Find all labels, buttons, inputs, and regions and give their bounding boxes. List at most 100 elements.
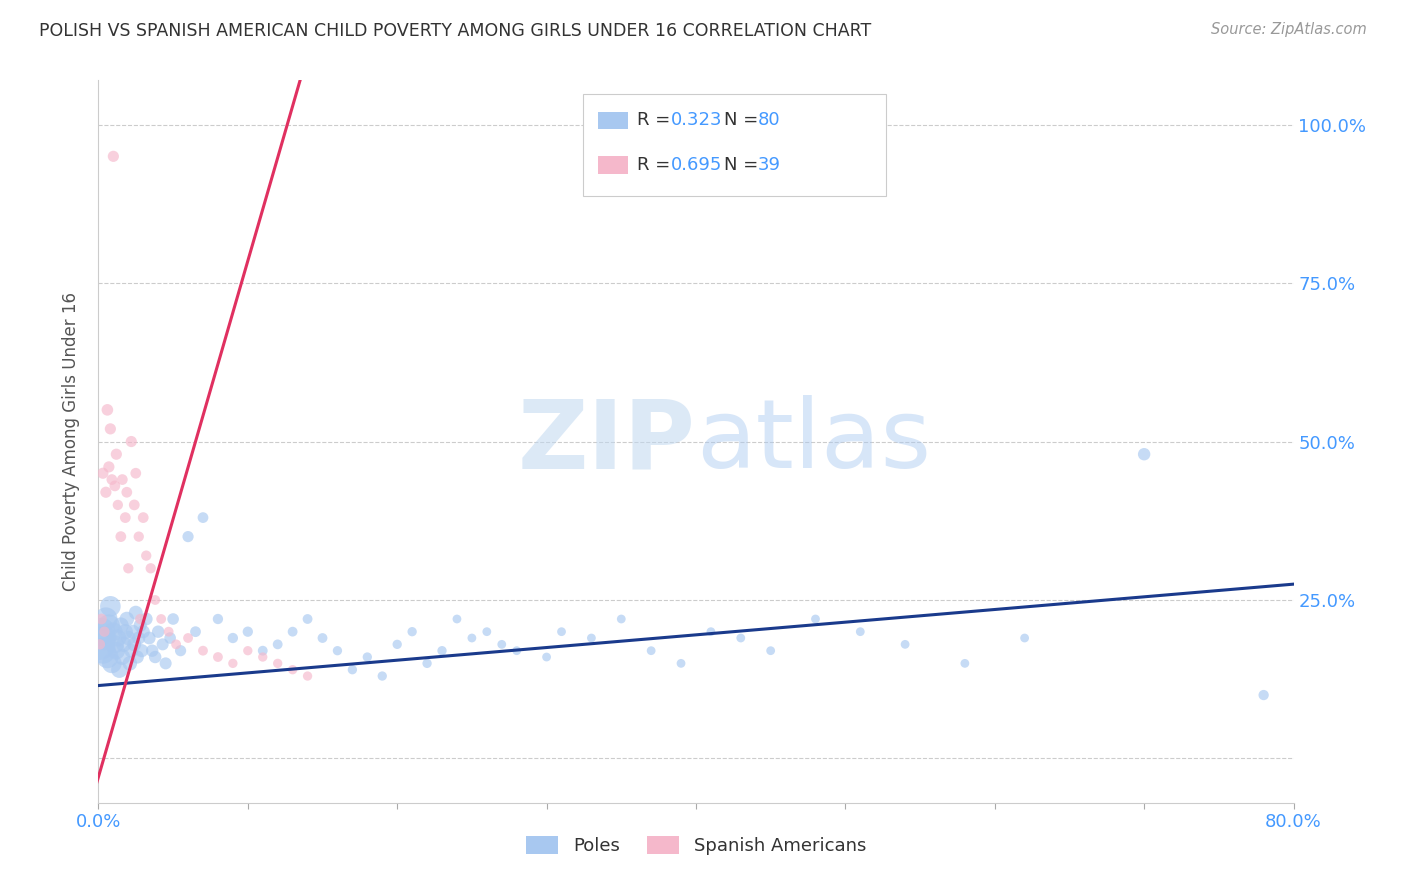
- Point: [267, 657, 290, 671]
- Point: [236, 624, 259, 639]
- Point: [89, 637, 111, 651]
- Point: [141, 643, 163, 657]
- Point: [581, 631, 603, 645]
- Point: [139, 561, 162, 575]
- Point: [155, 657, 177, 671]
- Point: [297, 669, 319, 683]
- Point: [125, 606, 148, 620]
- Point: [1253, 688, 1275, 702]
- Point: [108, 663, 131, 677]
- Text: 0.323: 0.323: [671, 112, 723, 129]
- Point: [207, 612, 229, 626]
- Point: [416, 657, 439, 671]
- Point: [491, 637, 513, 651]
- Text: R =: R =: [637, 156, 676, 174]
- Point: [894, 637, 917, 651]
- Point: [111, 650, 134, 665]
- Point: [104, 479, 127, 493]
- Point: [138, 631, 160, 645]
- Point: [121, 624, 143, 639]
- Point: [98, 599, 122, 614]
- Text: 80: 80: [758, 112, 780, 129]
- Point: [131, 643, 153, 657]
- Point: [132, 510, 155, 524]
- Point: [110, 618, 132, 632]
- Point: [135, 549, 157, 563]
- Point: [281, 624, 304, 639]
- Point: [120, 643, 142, 657]
- Point: [252, 643, 274, 657]
- Point: [97, 459, 120, 474]
- Point: [281, 663, 304, 677]
- Point: [117, 631, 139, 645]
- Point: [804, 612, 827, 626]
- Point: [475, 624, 498, 639]
- Point: [124, 637, 146, 651]
- Point: [101, 657, 124, 671]
- Text: 39: 39: [758, 156, 780, 174]
- Point: [177, 631, 200, 645]
- Point: [105, 643, 128, 657]
- Point: [115, 612, 138, 626]
- Text: N =: N =: [724, 156, 763, 174]
- Point: [93, 631, 115, 645]
- Point: [107, 498, 129, 512]
- Point: [849, 624, 872, 639]
- Point: [129, 612, 152, 626]
- Point: [222, 631, 245, 645]
- Point: [97, 618, 120, 632]
- Point: [105, 447, 128, 461]
- Point: [114, 510, 136, 524]
- Text: 0.695: 0.695: [671, 156, 723, 174]
- Point: [124, 498, 146, 512]
- Point: [125, 467, 148, 481]
- Point: [111, 473, 134, 487]
- Point: [112, 637, 135, 651]
- Point: [236, 643, 259, 657]
- Text: POLISH VS SPANISH AMERICAN CHILD POVERTY AMONG GIRLS UNDER 16 CORRELATION CHART: POLISH VS SPANISH AMERICAN CHILD POVERTY…: [39, 22, 872, 40]
- Point: [506, 643, 529, 657]
- Point: [267, 637, 290, 651]
- Point: [94, 485, 117, 500]
- Point: [536, 650, 558, 665]
- Point: [103, 624, 125, 639]
- Point: [222, 657, 245, 671]
- Point: [430, 643, 453, 657]
- Point: [550, 624, 572, 639]
- Point: [118, 657, 141, 671]
- Point: [107, 631, 129, 645]
- Text: R =: R =: [637, 112, 676, 129]
- Point: [104, 637, 127, 651]
- Text: atlas: atlas: [696, 395, 931, 488]
- Point: [150, 612, 173, 626]
- Point: [953, 657, 976, 671]
- Point: [132, 624, 155, 639]
- Point: [446, 612, 468, 626]
- Point: [128, 631, 150, 645]
- Point: [143, 650, 166, 665]
- Point: [135, 612, 157, 626]
- Legend: Poles, Spanish Americans: Poles, Spanish Americans: [519, 829, 873, 863]
- Text: N =: N =: [724, 112, 763, 129]
- Point: [640, 643, 662, 657]
- Point: [169, 643, 191, 657]
- Point: [90, 624, 112, 639]
- Y-axis label: Child Poverty Among Girls Under 16: Child Poverty Among Girls Under 16: [62, 292, 80, 591]
- Point: [342, 663, 364, 677]
- Point: [120, 434, 142, 449]
- Point: [191, 643, 214, 657]
- Point: [371, 669, 394, 683]
- Point: [110, 530, 132, 544]
- Point: [669, 657, 692, 671]
- Point: [96, 402, 118, 417]
- Point: [127, 650, 149, 665]
- Point: [94, 612, 117, 626]
- Point: [1014, 631, 1036, 645]
- Point: [165, 637, 187, 651]
- Point: [91, 467, 114, 481]
- Point: [114, 624, 136, 639]
- Point: [191, 510, 214, 524]
- Point: [207, 650, 229, 665]
- Point: [401, 624, 423, 639]
- Point: [103, 149, 125, 163]
